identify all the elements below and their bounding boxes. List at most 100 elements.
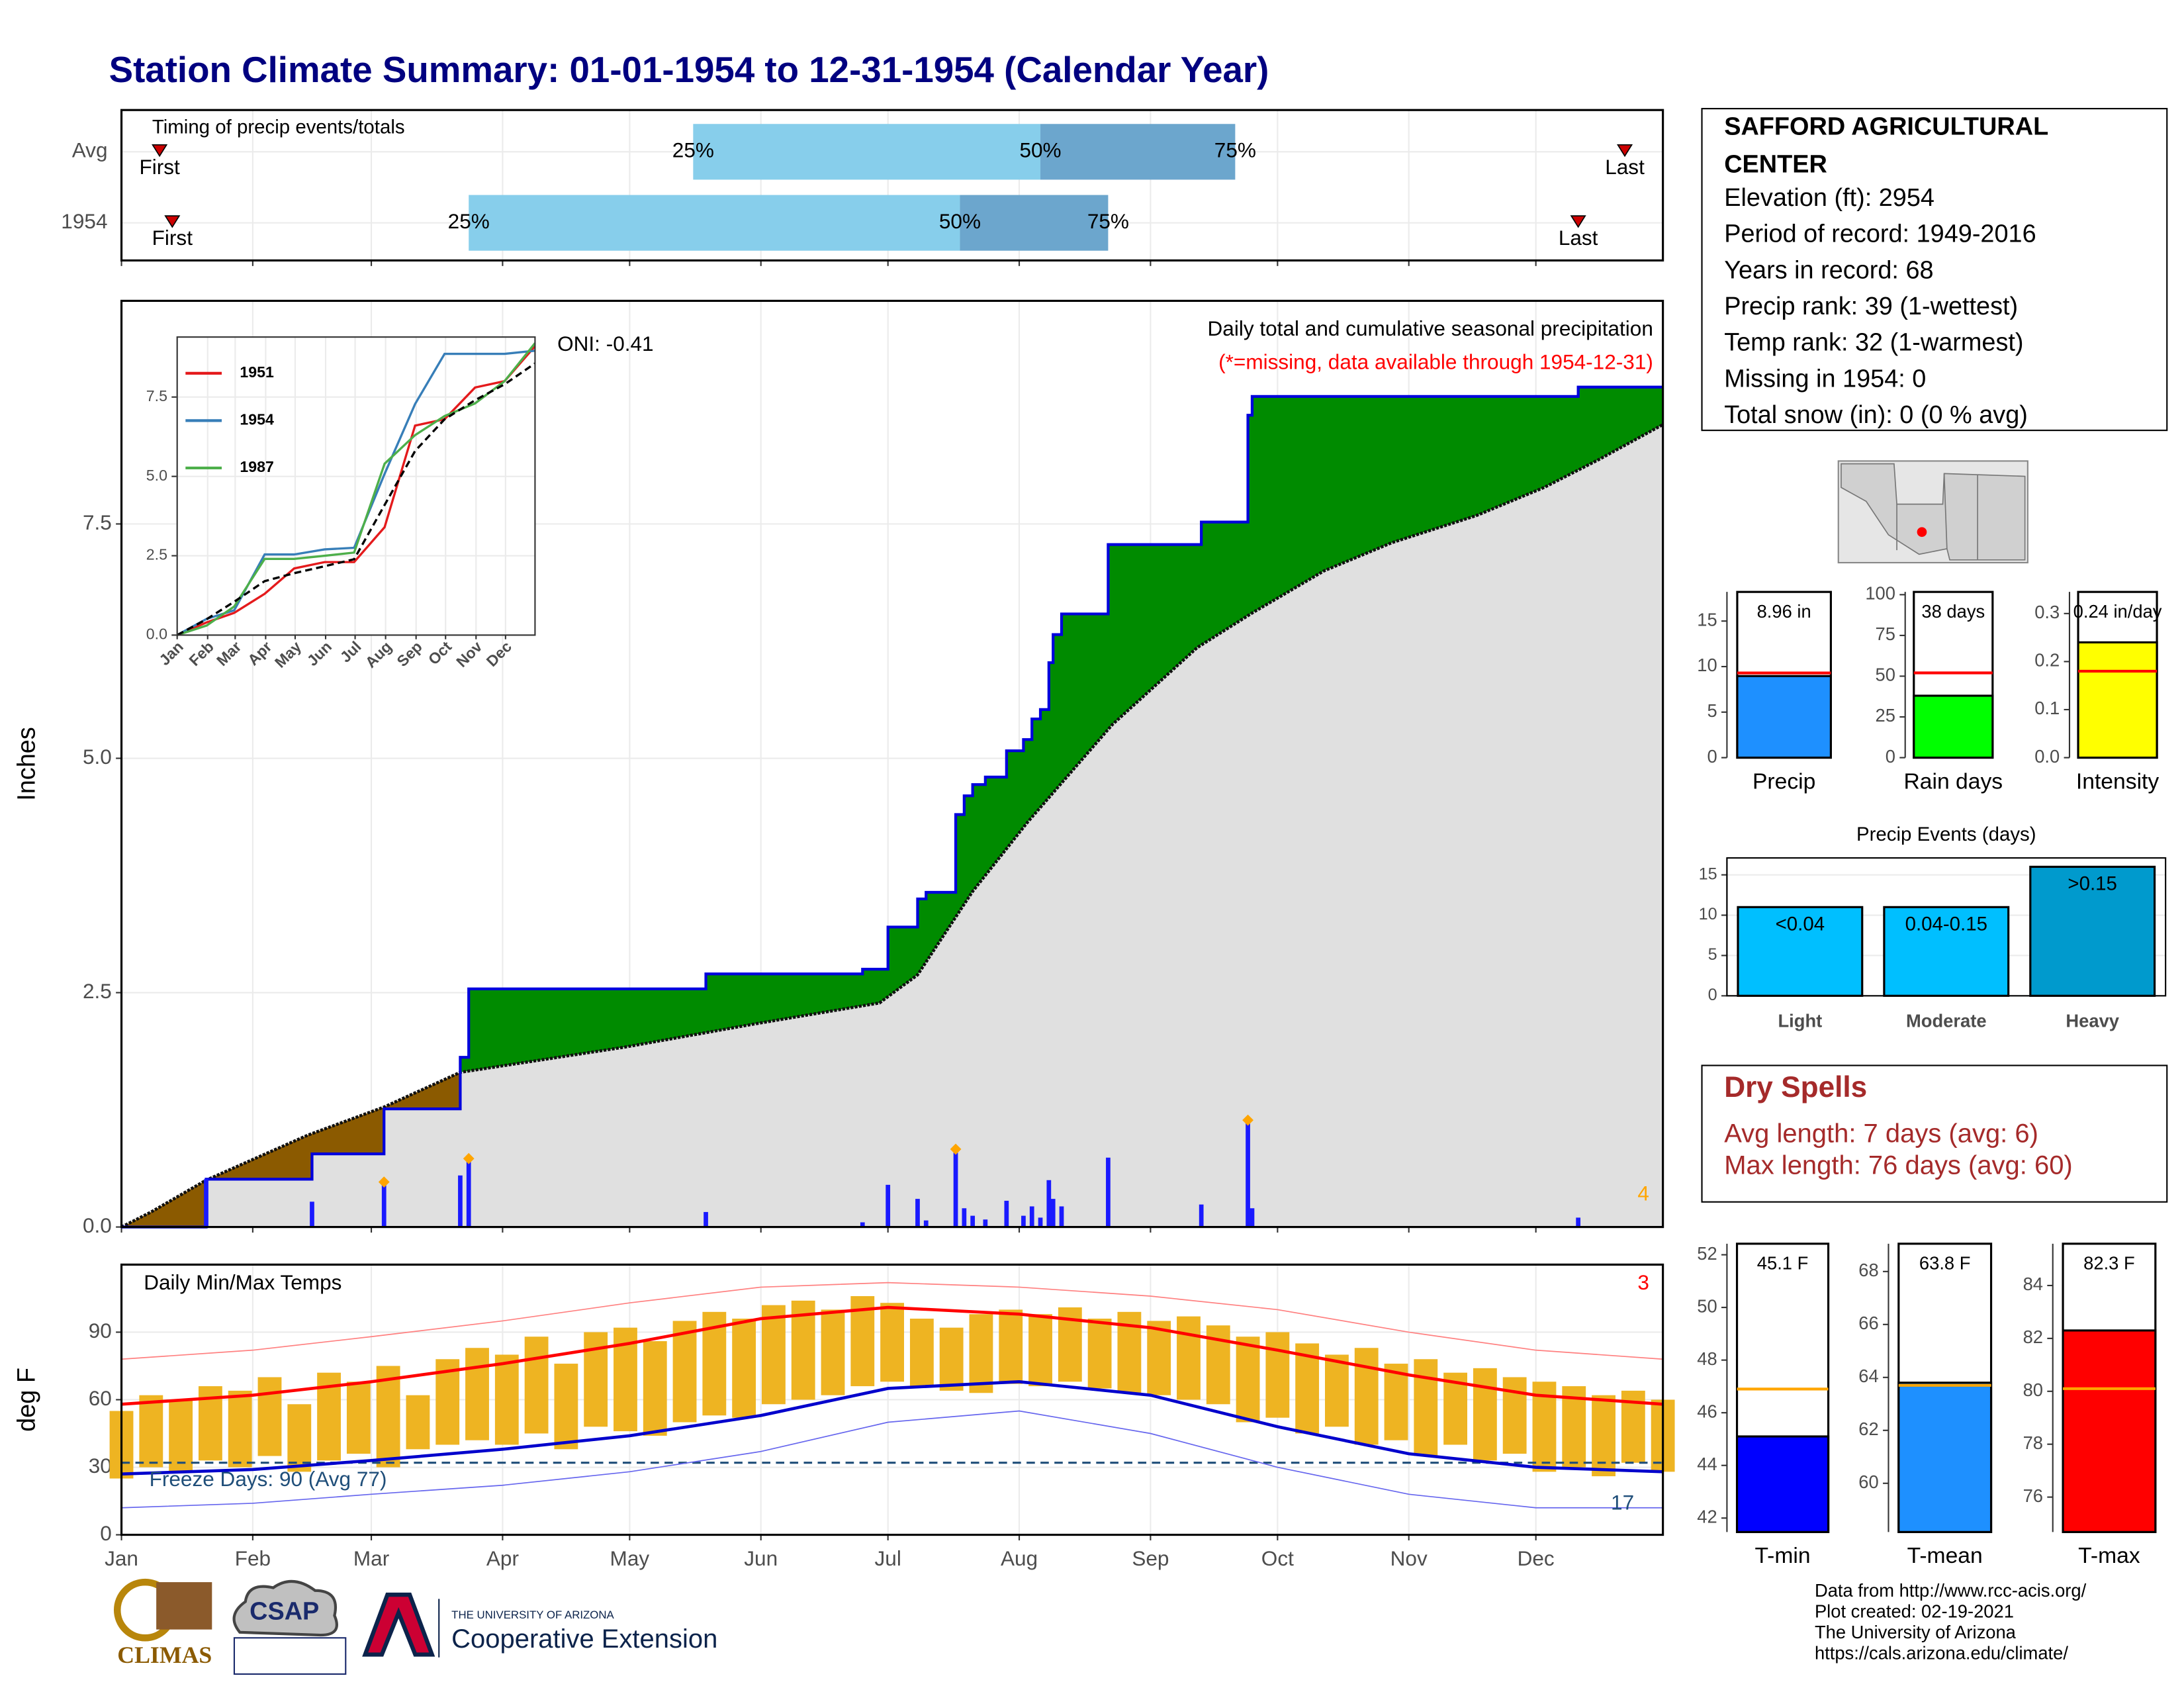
x-tick-label: Nov: [1390, 1546, 1428, 1570]
dry-spells-line: Max length: 76 days (avg: 60): [1724, 1151, 2073, 1180]
logos: CLIMAS CSAP THE UNIVERSITY OF ARIZONA Co…: [113, 1578, 717, 1675]
csap-cloud: [232, 1579, 338, 1637]
y-tick-label: 7.5: [146, 387, 167, 404]
temp-range-bar: [1087, 1319, 1112, 1389]
daily-bar: [1050, 1199, 1056, 1227]
y-tick-label: 100: [1865, 583, 1895, 604]
daily-bar: [1250, 1208, 1255, 1227]
record-low-line: [121, 1410, 1663, 1509]
y-tick-label: 0.1: [2034, 698, 2060, 718]
x-tick-label: Moderate: [1906, 1011, 1987, 1031]
quartile-label: 75%: [1087, 209, 1129, 233]
y-tick-label: 5: [1708, 945, 1717, 964]
daily-bar: [381, 1182, 387, 1227]
value-label: 0.24 in/day: [2073, 601, 2162, 622]
x-tick-label: Dec: [1518, 1546, 1555, 1570]
daily-bar: [1004, 1200, 1009, 1227]
temp-range-bar: [999, 1309, 1023, 1384]
average-area: [121, 424, 1663, 1227]
x-tick-label: Intensity: [2076, 769, 2160, 794]
y-tick-label: 0.0: [83, 1213, 112, 1237]
temp-range-bar: [1414, 1359, 1438, 1456]
event-marker: [1617, 144, 1633, 158]
y-tick-label: 76: [2023, 1485, 2043, 1506]
y-axis-label: Inches: [13, 727, 41, 801]
y-tick-label: 60: [1858, 1472, 1878, 1492]
y-tick-label: 42: [1697, 1506, 1717, 1526]
x-tick-label: T-min: [1754, 1544, 1810, 1568]
value-label: 45.1 F: [1757, 1253, 1809, 1274]
temp-range-bar: [406, 1395, 430, 1450]
locator-map: [1837, 460, 2028, 564]
footer-line: https://cals.arizona.edu/climate/: [1815, 1643, 2068, 1664]
daily-bar: [204, 1179, 208, 1227]
y-tick-label: 5: [1707, 700, 1717, 721]
y-tick-label: 80: [2023, 1380, 2043, 1400]
y-tick-label: 0.0: [146, 626, 167, 643]
legend-label: 1951: [240, 363, 274, 381]
x-tick-label: T-max: [2078, 1544, 2140, 1568]
temp-range-bar: [672, 1321, 697, 1423]
record-marker: [1242, 1114, 1253, 1126]
y-tick-label: 68: [1858, 1260, 1878, 1280]
x-tick-label: Jul: [875, 1546, 901, 1570]
daily-bar: [923, 1220, 929, 1227]
daily-bar: [1029, 1206, 1034, 1227]
plot-frame: [120, 109, 1664, 262]
y-tick-label: 84: [2023, 1274, 2043, 1294]
daily-bar: [1106, 1157, 1111, 1227]
daily-bar: [886, 1184, 891, 1227]
temp-range-bar: [969, 1314, 993, 1393]
ua-emblem: [362, 1592, 435, 1657]
station-info: Temp rank: 32 (1-warmest): [1724, 329, 2023, 357]
climas-logo: CLIMAS: [117, 1642, 212, 1668]
daily-bar: [458, 1175, 463, 1227]
y-tick-label: 75: [1876, 624, 1895, 644]
dry-spells-title: Dry Spells: [1724, 1071, 1867, 1103]
chart-subtitle: (*=missing, data available through 1954-…: [1218, 350, 1653, 373]
inset-background: [177, 337, 535, 635]
page-title: Station Climate Summary: 01-01-1954 to 1…: [109, 49, 1269, 90]
x-tick-label: Oct: [1261, 1546, 1294, 1570]
map-states: [1841, 463, 2026, 561]
cumulative-line: [121, 385, 1663, 1229]
chart-title: Daily total and cumulative seasonal prec…: [1208, 316, 1653, 340]
daily-bar: [466, 1158, 471, 1227]
y-tick-label: 0.0: [2034, 746, 2060, 767]
y-tick-label: 0: [100, 1521, 112, 1545]
quartile-label: 75%: [1214, 138, 1256, 162]
y-tick-label: 1954: [61, 209, 107, 233]
x-tick-label: Feb: [235, 1546, 271, 1570]
y-tick-label: 48: [1697, 1348, 1717, 1369]
daily-bar: [1199, 1204, 1204, 1227]
y-tick-label: 7.5: [83, 510, 112, 534]
value-label: >0.15: [2068, 873, 2117, 895]
event-label: First: [139, 155, 180, 179]
temp-range-bar: [228, 1390, 252, 1468]
event-marker: [152, 144, 168, 158]
x-tick-label: Jun: [744, 1546, 778, 1570]
daily-bar: [1059, 1206, 1064, 1227]
x-tick-label: Rain days: [1903, 769, 2003, 794]
station-info: Elevation (ft): 2954: [1724, 184, 1934, 212]
y-tick-label: 62: [1858, 1419, 1878, 1439]
station-info: Precip rank: 39 (1-wettest): [1724, 293, 2018, 320]
temp-range-bar: [1028, 1314, 1052, 1387]
temp-range-bar: [939, 1327, 964, 1391]
chart-title: Precip Events (days): [1856, 823, 2036, 845]
daily-bar: [970, 1215, 976, 1227]
temp-range-bar: [1502, 1377, 1527, 1454]
temp-range-bar: [524, 1336, 549, 1434]
csap-logo: CSAP: [250, 1597, 319, 1625]
y-axis-label: deg F: [13, 1368, 41, 1432]
record-high-line: [121, 1282, 1663, 1360]
y-tick-label: 10: [1699, 905, 1717, 923]
y-tick-label: 52: [1697, 1243, 1717, 1264]
record-count: 4: [1637, 1182, 1649, 1205]
y-tick-label: 50: [1876, 665, 1895, 685]
daily-bar: [953, 1149, 958, 1227]
series-line: [177, 345, 536, 636]
x-tick-label: Precip: [1752, 769, 1815, 794]
